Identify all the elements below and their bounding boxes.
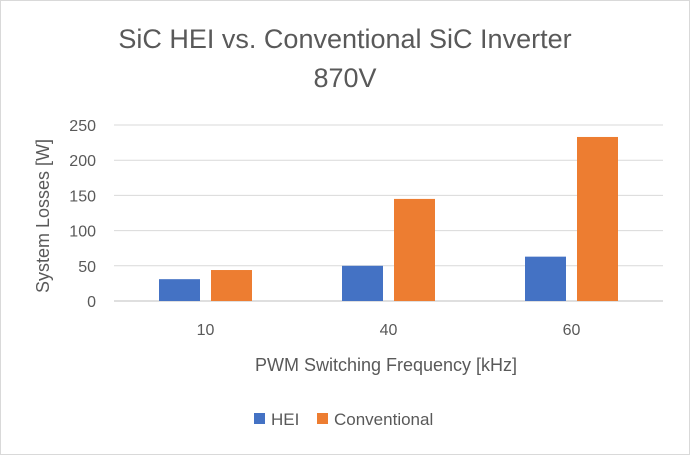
- chart-title: SiC HEI vs. Conventional SiC Inverter: [118, 24, 571, 54]
- legend-label-hei: HEI: [271, 410, 299, 429]
- legend-swatch-hei: [254, 413, 265, 424]
- bar-conventional-10: [211, 270, 252, 301]
- bars: [159, 136, 618, 301]
- y-tick-label: 200: [69, 153, 96, 170]
- y-tick-label: 50: [78, 259, 96, 276]
- y-tick-labels: 0 50 100 150 200 250: [69, 118, 96, 311]
- x-tick-labels: 10 40 60: [197, 322, 581, 339]
- x-axis-label: PWM Switching Frequency [kHz]: [255, 355, 517, 375]
- legend-label-conventional: Conventional: [334, 410, 433, 429]
- legend-swatch-conventional: [317, 413, 328, 424]
- legend: HEI Conventional: [254, 410, 433, 429]
- x-tick-label: 40: [380, 322, 398, 339]
- y-axis-label: System Losses [W]: [33, 139, 53, 293]
- bar-hei-60: [525, 256, 566, 301]
- y-tick-label: 150: [69, 188, 96, 205]
- gridlines: [114, 124, 663, 302]
- y-tick-label: 250: [69, 118, 96, 135]
- bar-hei-10: [159, 279, 200, 301]
- x-tick-label: 60: [563, 322, 581, 339]
- bar-conventional-60: [577, 136, 618, 301]
- bar-conventional-40: [394, 198, 435, 301]
- y-tick-label: 0: [87, 294, 96, 311]
- chart-subtitle: 870V: [313, 63, 376, 93]
- bar-hei-40: [342, 265, 383, 301]
- y-tick-label: 100: [69, 224, 96, 241]
- x-tick-label: 10: [197, 322, 215, 339]
